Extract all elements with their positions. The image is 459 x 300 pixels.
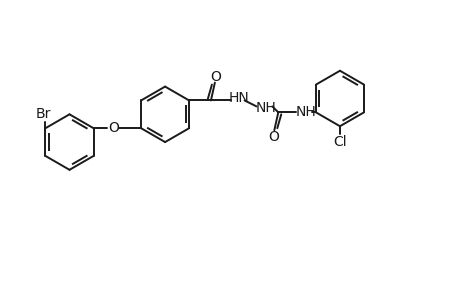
Text: HN: HN xyxy=(228,92,248,106)
Text: NH: NH xyxy=(256,101,276,116)
Text: O: O xyxy=(210,70,221,84)
Text: NH: NH xyxy=(295,105,316,119)
Text: O: O xyxy=(108,121,118,135)
Text: Br: Br xyxy=(36,107,51,121)
Text: O: O xyxy=(267,130,278,144)
Text: Cl: Cl xyxy=(332,135,346,149)
